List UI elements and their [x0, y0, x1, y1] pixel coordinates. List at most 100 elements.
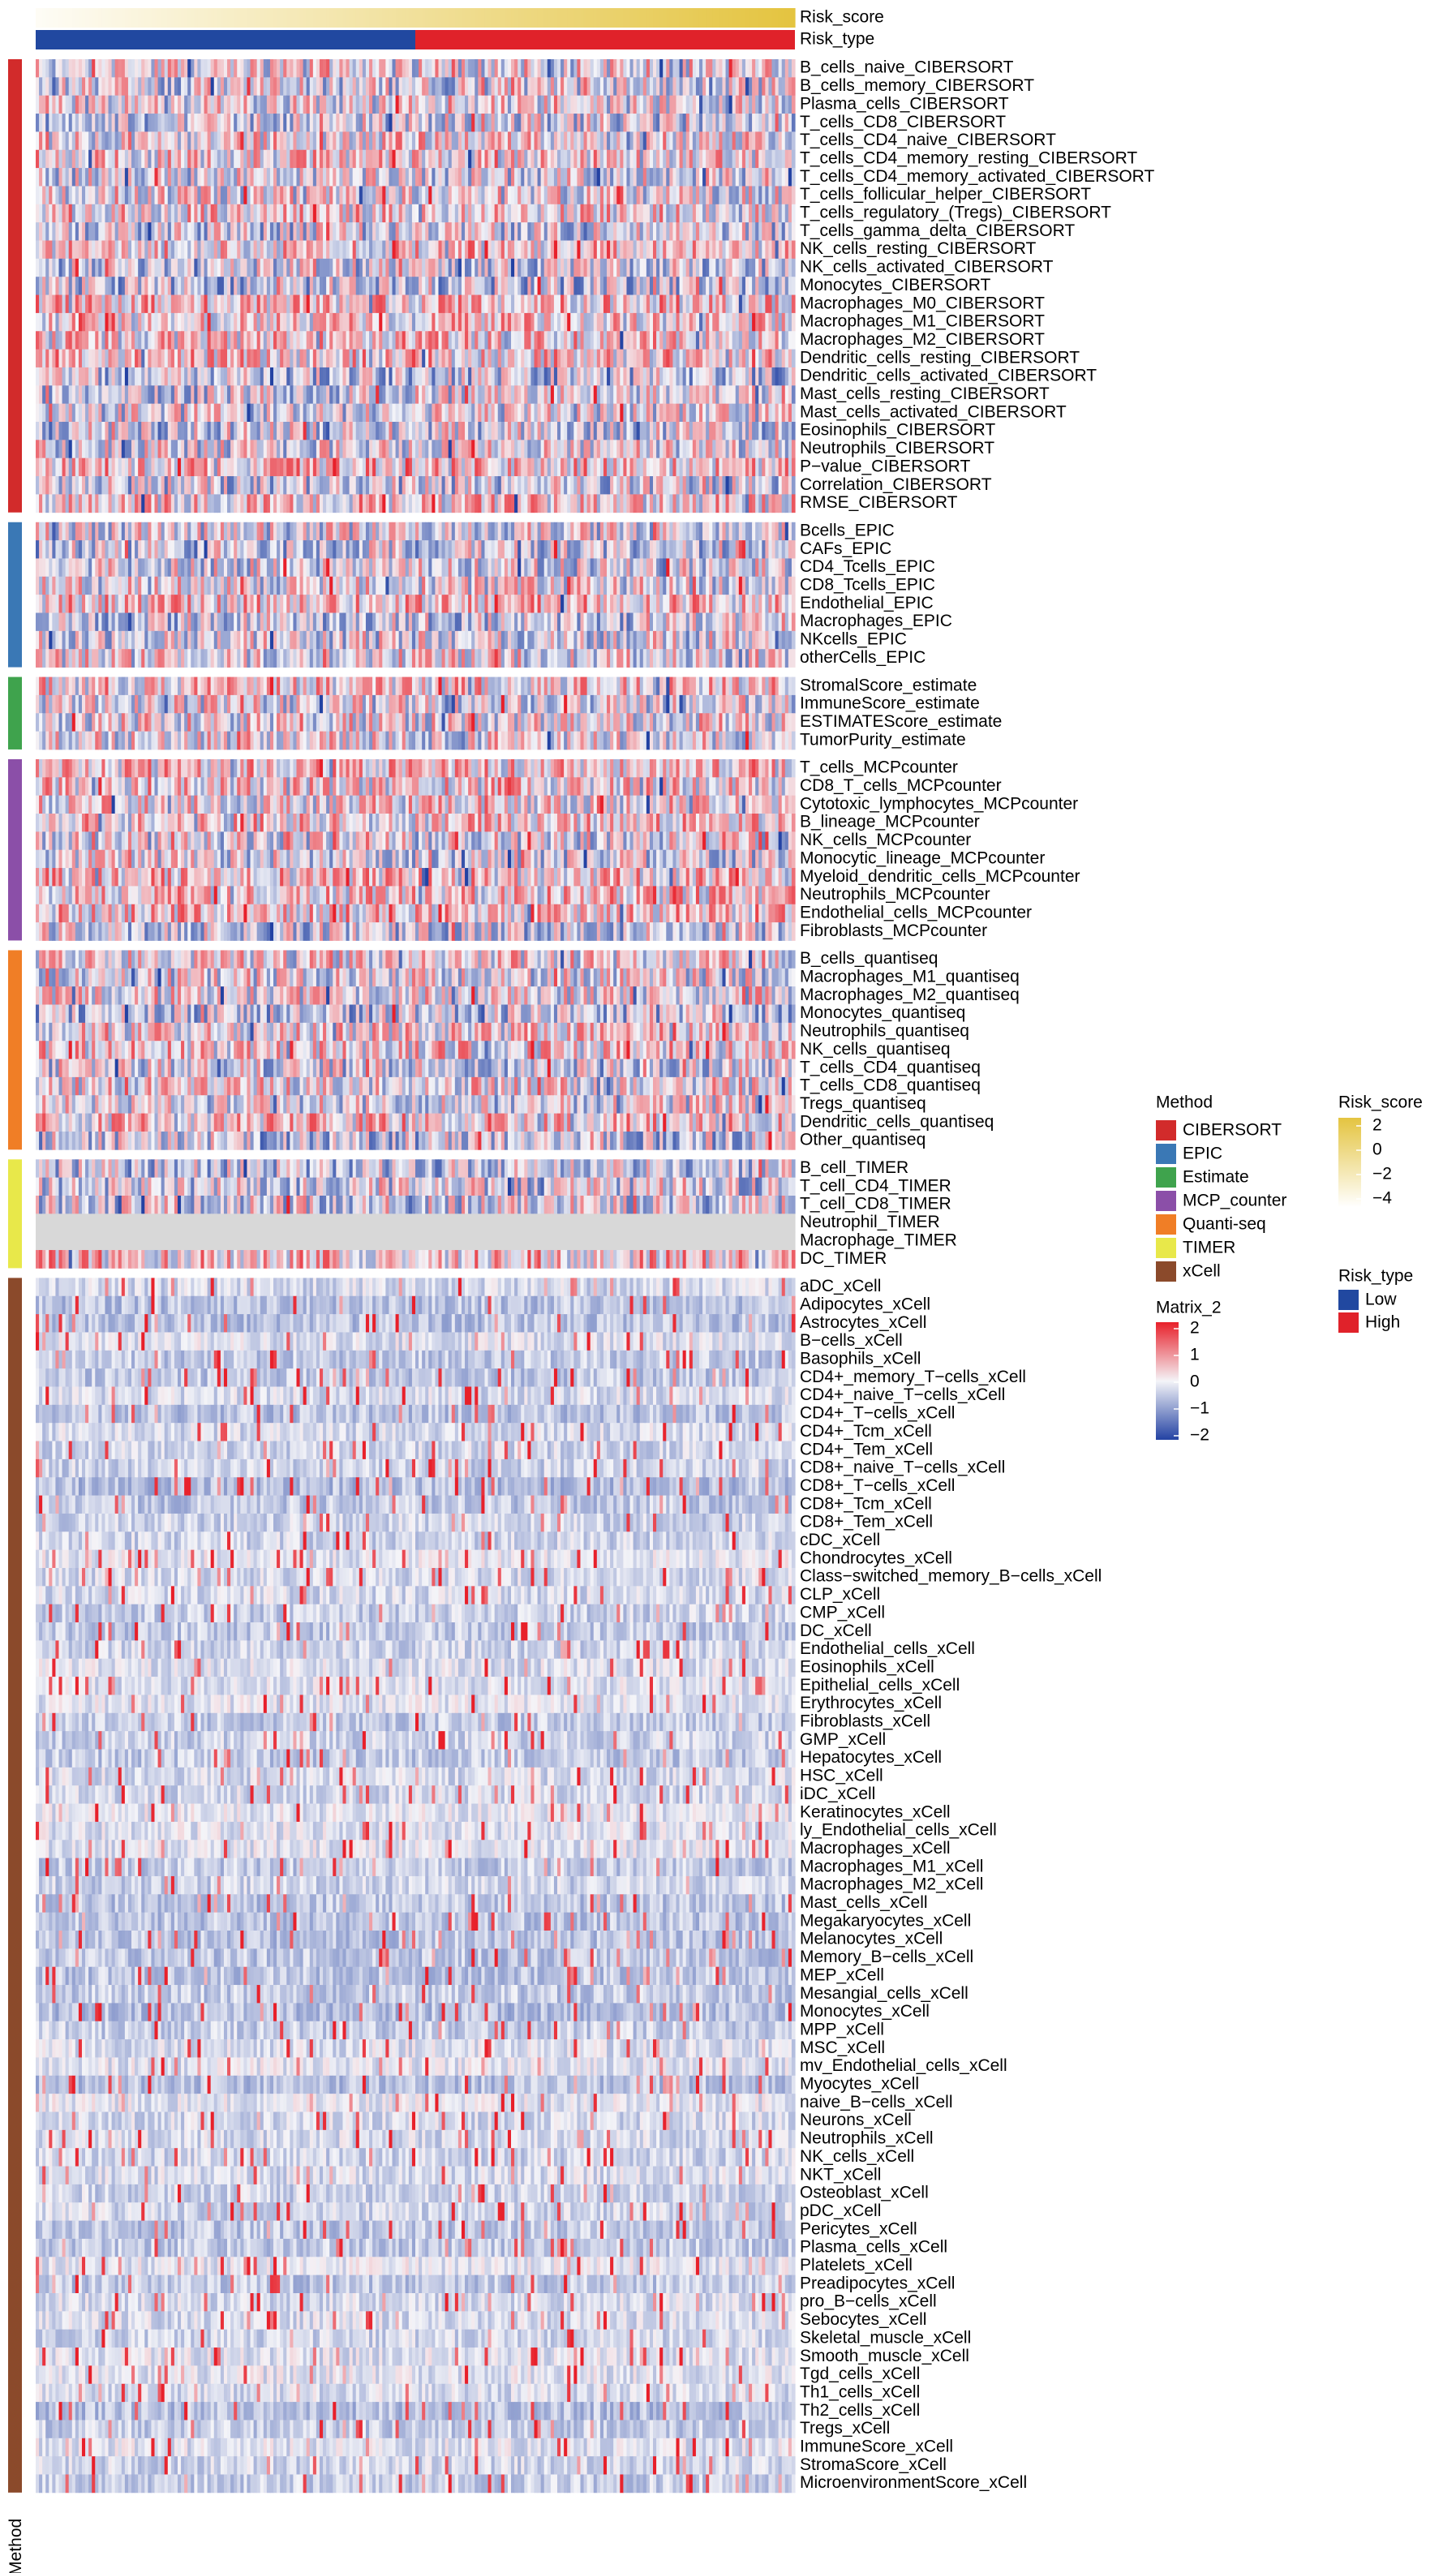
heatmap-cell	[702, 59, 707, 78]
heatmap-cell	[634, 204, 638, 223]
heatmap-cell	[637, 385, 641, 404]
heatmap-cell	[762, 96, 766, 114]
heatmap-cell	[217, 422, 221, 440]
heatmap-cell	[600, 131, 604, 150]
risk-score-cell	[389, 8, 393, 28]
heatmap-cell	[293, 350, 297, 368]
heatmap-cell	[303, 259, 307, 277]
heatmap-cell	[122, 96, 126, 114]
heatmap-cell	[772, 114, 776, 132]
heatmap-cell	[580, 367, 584, 386]
heatmap-cell	[435, 77, 439, 96]
heatmap-cell	[161, 77, 165, 96]
heatmap-cell	[39, 259, 43, 277]
heatmap-cell	[468, 168, 472, 187]
heatmap-cell	[221, 277, 225, 295]
heatmap-cell	[643, 259, 647, 277]
heatmap-cell	[696, 96, 700, 114]
heatmap-cell	[775, 385, 780, 404]
heatmap-cell	[415, 204, 419, 223]
heatmap-cell	[221, 222, 225, 241]
heatmap-cell	[729, 404, 733, 423]
heatmap-cell	[775, 186, 780, 204]
heatmap-cell	[125, 77, 129, 96]
heatmap-cell	[204, 96, 208, 114]
heatmap-cell	[527, 313, 531, 332]
heatmap-cell	[376, 422, 380, 440]
heatmap-cell	[52, 131, 56, 150]
heatmap-cell	[165, 204, 169, 223]
heatmap-cell	[560, 404, 565, 423]
heatmap-cell	[350, 277, 354, 295]
heatmap-cell	[650, 241, 654, 260]
heatmap-cell	[772, 204, 776, 223]
heatmap-cell	[425, 168, 429, 187]
heatmap-cell	[488, 77, 492, 96]
heatmap-cell	[455, 404, 459, 423]
heatmap-cell	[462, 259, 466, 277]
heatmap-cell	[567, 77, 571, 96]
heatmap-cell	[211, 277, 215, 295]
heatmap-cell	[630, 350, 634, 368]
heatmap-cell	[260, 404, 264, 423]
risk-score-cell	[36, 8, 40, 28]
heatmap-cell	[224, 222, 228, 241]
heatmap-cell	[557, 295, 561, 314]
heatmap-cell	[211, 59, 215, 78]
heatmap-cell	[184, 59, 188, 78]
heatmap-cell	[597, 295, 601, 314]
heatmap-cell	[200, 96, 204, 114]
heatmap-cell	[600, 404, 604, 423]
heatmap-cell	[689, 259, 694, 277]
heatmap-cell	[729, 241, 733, 260]
heatmap-cell	[406, 241, 410, 260]
heatmap-cell	[158, 367, 162, 386]
heatmap-cell	[49, 114, 53, 132]
heatmap-cell	[399, 277, 403, 295]
heatmap-cell	[161, 186, 165, 204]
heatmap-cell	[422, 114, 426, 132]
heatmap-cell	[363, 259, 367, 277]
heatmap-cell	[49, 331, 53, 350]
heatmap-cell	[623, 77, 627, 96]
heatmap-cell	[468, 131, 472, 150]
risk-score-cell	[135, 8, 139, 28]
heatmap-cell	[290, 77, 294, 96]
heatmap-cell	[66, 259, 70, 277]
heatmap-cell	[650, 295, 654, 314]
heatmap-cell	[396, 295, 400, 314]
heatmap-cell	[144, 385, 148, 404]
heatmap-cell	[686, 331, 690, 350]
heatmap-cell	[706, 77, 710, 96]
heatmap-cell	[722, 350, 726, 368]
heatmap-cell	[498, 277, 502, 295]
heatmap-cell	[194, 313, 198, 332]
heatmap-cell	[548, 385, 552, 404]
heatmap-cell	[197, 385, 201, 404]
heatmap-cell	[699, 277, 703, 295]
heatmap-cell	[39, 241, 43, 260]
heatmap-cell	[101, 350, 105, 368]
risk-score-cell	[316, 8, 320, 28]
heatmap-cell	[442, 186, 446, 204]
heatmap-cell	[75, 204, 79, 223]
heatmap-cell	[768, 385, 772, 404]
heatmap-cell	[570, 422, 574, 440]
heatmap-cell	[442, 222, 446, 241]
heatmap-cell	[573, 331, 578, 350]
heatmap-cell	[158, 313, 162, 332]
heatmap-cell	[732, 131, 737, 150]
heatmap-cell	[115, 259, 119, 277]
heatmap-cell	[151, 150, 155, 169]
heatmap-cell	[359, 131, 363, 150]
heatmap-cell	[535, 131, 539, 150]
heatmap-cell	[257, 114, 261, 132]
heatmap-cell	[782, 385, 786, 404]
heatmap-cell	[732, 350, 737, 368]
heatmap-cell	[115, 150, 119, 169]
heatmap-cell	[732, 59, 737, 78]
heatmap-cell	[101, 241, 105, 260]
heatmap-cell	[409, 150, 413, 169]
heatmap-cell	[131, 385, 135, 404]
heatmap-cell	[144, 259, 148, 277]
